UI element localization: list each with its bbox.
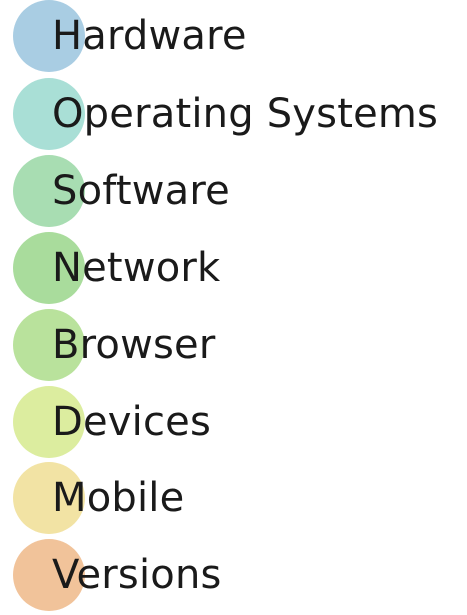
list-item-browser: Browser xyxy=(0,309,467,381)
item-label: Mobile xyxy=(52,475,185,521)
list-item-operating-systems: Operating Systems xyxy=(0,78,467,150)
list-item-hardware: Hardware xyxy=(0,0,467,72)
bullet-circle xyxy=(13,0,85,72)
item-label: Software xyxy=(52,168,230,214)
list-item-network: Network xyxy=(0,232,467,304)
list-item-software: Software xyxy=(0,155,467,227)
list-item-versions: Versions xyxy=(0,539,467,611)
item-label: Devices xyxy=(52,399,212,445)
item-label: Browser xyxy=(52,322,216,368)
item-label: Operating Systems xyxy=(52,91,439,137)
bullet-circle xyxy=(13,462,85,534)
item-label: Versions xyxy=(52,552,222,598)
bullet-circle xyxy=(13,386,85,458)
bullet-circle xyxy=(13,78,85,150)
bullet-circle xyxy=(13,539,85,611)
list-item-mobile: Mobile xyxy=(0,462,467,534)
item-label: Network xyxy=(52,245,221,291)
bullet-circle xyxy=(13,155,85,227)
item-label: Hardware xyxy=(52,13,247,59)
bullet-circle xyxy=(13,232,85,304)
bullet-circle xyxy=(13,309,85,381)
list-item-devices: Devices xyxy=(0,386,467,458)
